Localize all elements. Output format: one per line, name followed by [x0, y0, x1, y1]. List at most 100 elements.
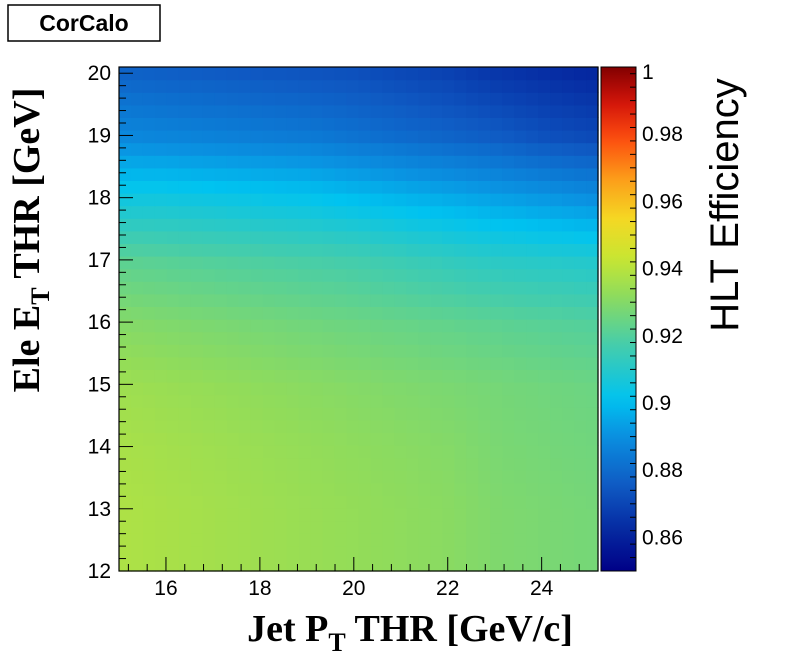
- heatmap-cell: [382, 79, 396, 93]
- heatmap-cell: [166, 92, 180, 106]
- heatmap-cell: [478, 130, 491, 144]
- heatmap-cell: [550, 167, 563, 181]
- heatmap-cell: [526, 558, 539, 572]
- heatmap-cell: [166, 193, 180, 207]
- heatmap-cell: [466, 92, 479, 106]
- heatmap-cell: [538, 520, 551, 534]
- heatmap-cell: [238, 205, 252, 219]
- heatmap-cell: [442, 533, 455, 547]
- heatmap-cell: [478, 344, 491, 358]
- heatmap-cell: [334, 558, 348, 572]
- heatmap-cell: [142, 319, 156, 333]
- heatmap-cell: [262, 419, 276, 433]
- heatmap-cell: [490, 319, 503, 333]
- heatmap-cell: [394, 482, 407, 496]
- heatmap-cell: [214, 205, 228, 219]
- heatmap-cell: [418, 230, 431, 244]
- heatmap-cell: [298, 419, 312, 433]
- heatmap-cell: [454, 205, 467, 219]
- heatmap-cell: [130, 432, 144, 446]
- heatmap-cell: [178, 281, 192, 295]
- heatmap-cell: [322, 167, 336, 181]
- heatmap-cell: [526, 382, 539, 396]
- heatmap-cell: [310, 142, 324, 156]
- heatmap-cell: [442, 344, 455, 358]
- heatmap-cell: [119, 482, 132, 496]
- heatmap-cell: [166, 205, 180, 219]
- heatmap-cell: [166, 382, 180, 396]
- heatmap-cell: [538, 394, 551, 408]
- heatmap-cell: [298, 167, 312, 181]
- heatmap-cell: [454, 104, 467, 118]
- heatmap-cell: [238, 520, 252, 534]
- heatmap-cell: [586, 419, 599, 433]
- heatmap-cell: [166, 67, 180, 81]
- heatmap-cell: [430, 432, 443, 446]
- heatmap-cell: [562, 293, 575, 307]
- heatmap-cell: [142, 193, 156, 207]
- heatmap-cell: [562, 306, 575, 320]
- heatmap-cell: [490, 117, 503, 131]
- heatmap-cell: [190, 394, 204, 408]
- heatmap-cell: [166, 432, 180, 446]
- heatmap-cell: [394, 218, 407, 232]
- heatmap-cell: [130, 104, 144, 118]
- heatmap-cell: [310, 356, 324, 370]
- heatmap-cell: [538, 356, 551, 370]
- heatmap-cell: [154, 155, 168, 169]
- heatmap-cell: [430, 230, 443, 244]
- heatmap-cell: [166, 344, 180, 358]
- heatmap-cell: [190, 117, 204, 131]
- heatmap-cell: [322, 457, 336, 471]
- heatmap-cell: [550, 432, 563, 446]
- heatmap-cell: [358, 432, 372, 446]
- heatmap-cell: [310, 482, 324, 496]
- heatmap-cell: [526, 394, 539, 408]
- heatmap-cell: [214, 142, 228, 156]
- heatmap-cell: [502, 243, 515, 257]
- heatmap-cell: [562, 331, 575, 345]
- heatmap-cell: [454, 344, 467, 358]
- heatmap-cell: [262, 482, 276, 496]
- heatmap-cell: [298, 306, 312, 320]
- heatmap-cell: [202, 331, 216, 345]
- heatmap-cell: [562, 419, 575, 433]
- heatmap-cell: [322, 558, 336, 572]
- heatmap-cell: [466, 268, 479, 282]
- heatmap-cell: [502, 67, 515, 81]
- heatmap-cell: [130, 445, 144, 459]
- heatmap-cell: [418, 445, 431, 459]
- heatmap-cell: [490, 193, 503, 207]
- heatmap-cell: [418, 394, 431, 408]
- heatmap-cell: [322, 394, 336, 408]
- heatmap-cell: [586, 470, 599, 484]
- heatmap-cell: [274, 268, 288, 282]
- heatmap-cell: [130, 67, 144, 81]
- heatmap-cell: [370, 394, 384, 408]
- heatmap-cell: [478, 155, 491, 169]
- heatmap-cell: [454, 356, 467, 370]
- heatmap-cell: [406, 457, 419, 471]
- colorbar-tick-label: 0.86: [642, 526, 683, 549]
- heatmap-cell: [346, 155, 360, 169]
- heatmap-cell: [394, 419, 407, 433]
- heatmap-cell: [178, 268, 192, 282]
- heatmap-cell: [190, 104, 204, 118]
- heatmap-cell: [466, 520, 479, 534]
- heatmap-cell: [478, 281, 491, 295]
- heatmap-cell: [526, 205, 539, 219]
- heatmap-cell: [562, 470, 575, 484]
- heatmap-cell: [394, 205, 407, 219]
- heatmap-cell: [154, 482, 168, 496]
- heatmap-cell: [490, 533, 503, 547]
- heatmap-cell: [418, 256, 431, 270]
- heatmap-cell: [478, 419, 491, 433]
- heatmap-cell: [490, 79, 503, 93]
- heatmap-cell: [346, 558, 360, 572]
- heatmap-cell: [322, 142, 336, 156]
- heatmap-cell: [142, 92, 156, 106]
- x-axis-ticks: 16 18 20 22 24: [127, 557, 599, 600]
- heatmap-cell: [346, 407, 360, 421]
- heatmap-cell: [454, 331, 467, 345]
- heatmap-cell: [430, 306, 443, 320]
